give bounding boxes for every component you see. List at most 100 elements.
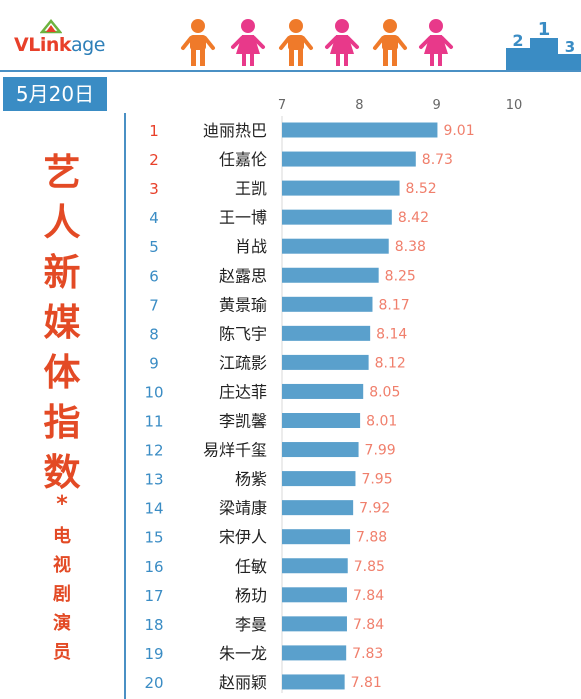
category-label: 易烊千玺 [203, 441, 267, 460]
value-label: 8.17 [378, 297, 409, 313]
side-panel [0, 113, 126, 699]
title-char: 人 [43, 201, 81, 244]
subtitle-char: 视 [53, 555, 71, 576]
rank-label: 5 [149, 238, 159, 256]
category-label: 王一博 [219, 208, 267, 227]
bar [282, 383, 364, 399]
category-label: 李凯馨 [219, 412, 267, 431]
rank-label: 8 [149, 325, 159, 343]
rank-label: 6 [149, 267, 159, 285]
value-label: 8.52 [406, 181, 437, 197]
category-label: 赵丽颖 [219, 673, 267, 692]
woman-icon [231, 19, 265, 66]
vertical-subtitle: 电 视 剧 演 员 [40, 522, 84, 667]
rank-label: 2 [149, 151, 159, 169]
rank-label: 17 [144, 587, 163, 605]
category-label: 朱一龙 [219, 644, 267, 663]
bar [282, 616, 347, 632]
header-divider [0, 70, 581, 72]
category-label: 黄景瑜 [219, 295, 267, 314]
x-tick-label: 8 [355, 98, 363, 113]
rank-label: 18 [144, 616, 163, 634]
value-label: 8.12 [375, 355, 406, 371]
bar [282, 296, 373, 312]
rank-label: 16 [144, 558, 163, 576]
category-label: 陈飞宇 [219, 324, 267, 343]
value-label: 7.84 [353, 588, 384, 604]
title-char: 体 [43, 351, 81, 394]
category-label: 江疏影 [219, 353, 267, 372]
value-label: 7.92 [359, 501, 390, 517]
category-label: 肖战 [235, 237, 267, 256]
vlinkage-logo: VLinkage [14, 34, 105, 56]
rank-label: 4 [149, 209, 159, 227]
rank-label: 13 [144, 471, 163, 489]
category-label: 任嘉伦 [219, 150, 267, 169]
value-label: 7.95 [361, 472, 392, 488]
category-label: 庄达菲 [219, 382, 267, 401]
bar [282, 325, 371, 341]
rank-label: 14 [144, 500, 163, 518]
category-label: 迪丽热巴 [203, 121, 267, 140]
bar [282, 645, 347, 661]
subtitle-char: 演 [53, 613, 71, 634]
woman-icon [419, 19, 453, 66]
bar [282, 442, 359, 458]
title-char: 艺 [43, 151, 81, 194]
value-label: 7.84 [353, 617, 384, 633]
title-char: 数 [43, 451, 81, 494]
header: VLinkage 2 1 3 [0, 0, 581, 70]
title-char: 指 [43, 401, 81, 444]
rank-label: 15 [144, 529, 163, 547]
x-tick-label: 7 [278, 98, 286, 113]
category-label: 王凯 [235, 179, 267, 198]
rank-label: 3 [149, 180, 159, 198]
bar [282, 529, 351, 545]
man-icon [373, 19, 407, 66]
rank-label: 20 [144, 674, 163, 692]
x-tick-label: 10 [506, 98, 523, 113]
title-star: * [56, 492, 68, 517]
podium-number: 3 [565, 38, 575, 56]
vertical-title: 艺 人 新 媒 体 指 数 [40, 148, 84, 498]
value-label: 8.14 [376, 326, 407, 342]
value-label: 7.99 [365, 443, 396, 459]
bar [282, 413, 361, 428]
category-label: 任敏 [235, 557, 267, 576]
category-label: 杨紫 [235, 470, 267, 489]
date-badge: 5月20日 [3, 77, 107, 111]
value-label: 8.73 [422, 152, 453, 168]
podium-number: 2 [512, 31, 523, 50]
x-tick-label: 9 [433, 98, 441, 113]
value-label: 8.25 [385, 268, 416, 284]
bar [282, 267, 379, 283]
value-label: 7.85 [354, 559, 385, 575]
value-label: 7.88 [356, 530, 387, 546]
podium-icon: 2 1 3 [506, 19, 581, 70]
podium-number: 1 [538, 19, 551, 40]
rank-label: 7 [149, 296, 159, 314]
bar [282, 500, 354, 516]
value-label: 7.81 [351, 675, 382, 691]
bar [282, 209, 392, 225]
rank-label: 1 [149, 122, 159, 140]
bar [282, 122, 438, 138]
value-label: 7.83 [352, 646, 383, 662]
man-icon [279, 19, 313, 66]
value-label: 8.05 [369, 384, 400, 400]
bar [282, 587, 347, 603]
category-label: 李曼 [235, 615, 267, 634]
category-label: 宋伊人 [219, 528, 267, 547]
category-label: 杨玏 [235, 586, 267, 605]
bar [282, 674, 345, 690]
logo-roof-icon [40, 19, 62, 34]
subtitle-char: 员 [53, 642, 71, 663]
category-label: 梁靖康 [219, 499, 267, 518]
bar [282, 151, 416, 167]
title-char: 新 [43, 251, 81, 294]
title-char: 媒 [43, 301, 81, 344]
bar [282, 471, 356, 487]
value-label: 8.38 [395, 239, 426, 255]
rank-label: 19 [144, 645, 163, 663]
bar [282, 354, 369, 370]
